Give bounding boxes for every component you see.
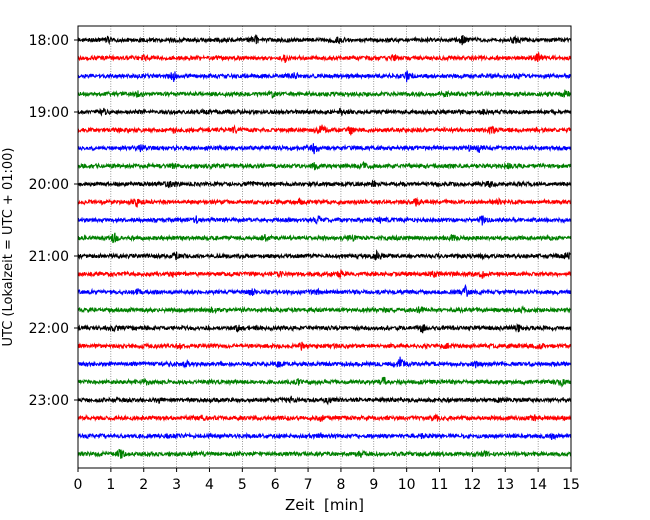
y-tick-label: 20:00 xyxy=(29,177,69,193)
y-axis-ticks: 18:00 19:00 20:00 21:00 22:00 23:00 xyxy=(29,33,78,409)
trace-line xyxy=(77,196,572,208)
traces xyxy=(77,34,572,459)
trace-line xyxy=(77,376,572,388)
trace-line xyxy=(77,395,572,406)
trace-line xyxy=(77,52,572,63)
plot-frame xyxy=(77,25,572,469)
y-tick-label: 18:00 xyxy=(29,33,69,49)
x-axis-ticks: 0 1 2 3 4 5 6 7 8 9 10 11 12 13 14 15 xyxy=(74,468,580,493)
trace-line xyxy=(77,448,572,459)
x-axis-label: Zeit [min] xyxy=(285,496,364,514)
x-tick-label: 0 xyxy=(74,477,83,493)
x-tick-label: 3 xyxy=(172,477,181,493)
x-tick-label: 2 xyxy=(139,477,148,493)
trace-line xyxy=(77,34,572,46)
x-tick-label: 12 xyxy=(463,477,481,493)
trace-line xyxy=(77,124,572,136)
x-tick-label: 11 xyxy=(431,477,449,493)
trace-line xyxy=(77,322,572,334)
y-tick-label: 23:00 xyxy=(29,393,69,409)
x-tick-label: 9 xyxy=(369,477,378,493)
x-tick-label: 4 xyxy=(205,477,214,493)
trace-line xyxy=(77,305,572,315)
trace-line xyxy=(77,341,572,351)
x-tick-label: 8 xyxy=(336,477,345,493)
trace-line xyxy=(77,143,572,155)
trace-line xyxy=(77,269,572,280)
trace-line xyxy=(77,160,572,171)
trace-line xyxy=(77,70,572,83)
trace-line xyxy=(77,179,572,189)
x-tick-label: 10 xyxy=(398,477,416,493)
trace-line xyxy=(77,283,572,297)
trace-line xyxy=(77,89,572,99)
trace-line xyxy=(77,431,572,441)
x-tick-label: 6 xyxy=(271,477,280,493)
trace-line xyxy=(77,356,572,369)
x-grid xyxy=(110,26,539,468)
y-tick-label: 19:00 xyxy=(29,105,69,121)
x-tick-label: 14 xyxy=(529,477,547,493)
trace-line xyxy=(77,413,572,422)
x-tick-label: 5 xyxy=(238,477,247,493)
y-tick-label: 21:00 xyxy=(29,249,69,265)
x-tick-label: 1 xyxy=(106,477,115,493)
trace-line xyxy=(77,107,572,117)
y-tick-label: 22:00 xyxy=(29,321,69,337)
x-tick-label: 15 xyxy=(562,477,580,493)
trace-line xyxy=(77,249,572,261)
trace-line xyxy=(77,215,572,226)
y-axis-label: UTC (Lokalzeit = UTC + 01:00) xyxy=(1,148,16,347)
x-tick-label: 7 xyxy=(304,477,313,493)
x-tick-label: 13 xyxy=(496,477,514,493)
trace-line xyxy=(77,232,572,244)
